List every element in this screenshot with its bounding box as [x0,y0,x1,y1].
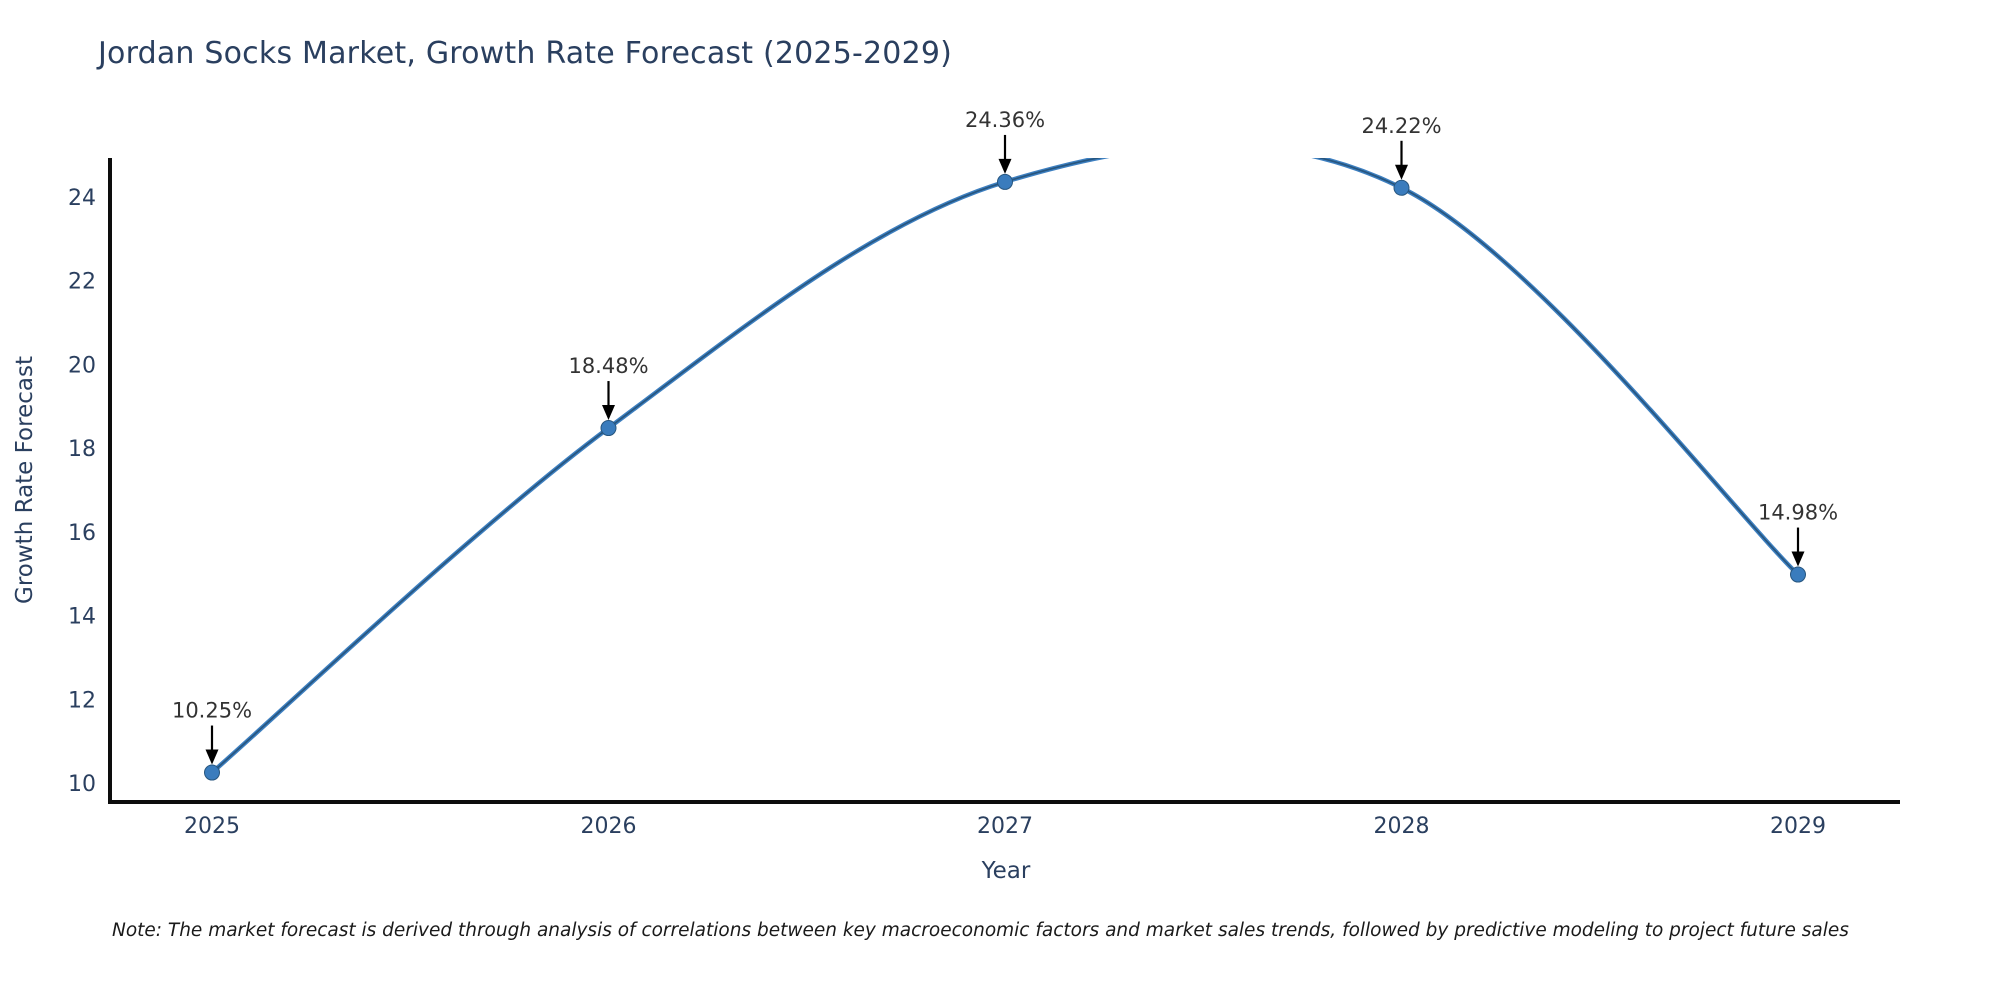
y-tick-label-24: 24 [68,186,96,211]
annotation-label-2028: 24.22% [1361,114,1441,138]
x-tick-label-2028: 2028 [1374,814,1430,839]
data-point-marker-2029[interactable] [1790,566,1806,583]
y-tick-label-12: 12 [68,688,96,713]
trace-line [210,158,1800,775]
y-tick-label-18: 18 [68,437,96,462]
annotation-arrowhead-2026 [602,405,615,421]
y-tick-label-20: 20 [68,353,96,378]
y-tick-label-22: 22 [68,270,96,295]
x-tick-label-2029: 2029 [1770,814,1826,839]
data-point-marker-2026[interactable] [600,420,617,437]
data-point-marker-2025[interactable] [204,764,220,781]
annotation-arrowhead-2028 [1395,164,1408,180]
trace-line-core [211,158,1799,774]
y-axis-title: Growth Rate Forecast [12,356,38,604]
y-tick-label-14: 14 [68,605,96,630]
annotation-arrowhead-2025 [205,749,219,765]
y-tick-label-16: 16 [68,521,96,546]
x-tick-label-2025: 2025 [184,814,240,839]
annotation-label-2027: 24.36% [965,108,1045,132]
y-tick-label-10: 10 [68,772,96,797]
annotation-arrowhead-2027 [998,158,1012,174]
x-tick-label-2027: 2027 [977,814,1033,839]
data-point-marker-2027[interactable] [997,173,1013,190]
annotation-label-2025: 10.25% [172,699,252,723]
annotation-label-2029: 14.98% [1758,501,1838,525]
data-point-marker-2028[interactable] [1393,179,1410,196]
footnote: Note: The market forecast is derived thr… [112,920,1849,941]
annotation-arrowhead-2029 [1791,551,1805,567]
annotation-label-2026: 18.48% [568,354,648,378]
x-axis-title: Year [981,858,1031,884]
x-tick-label-2026: 2026 [581,814,637,839]
chart-title: Jordan Socks Market, Growth Rate Forecas… [98,36,953,71]
